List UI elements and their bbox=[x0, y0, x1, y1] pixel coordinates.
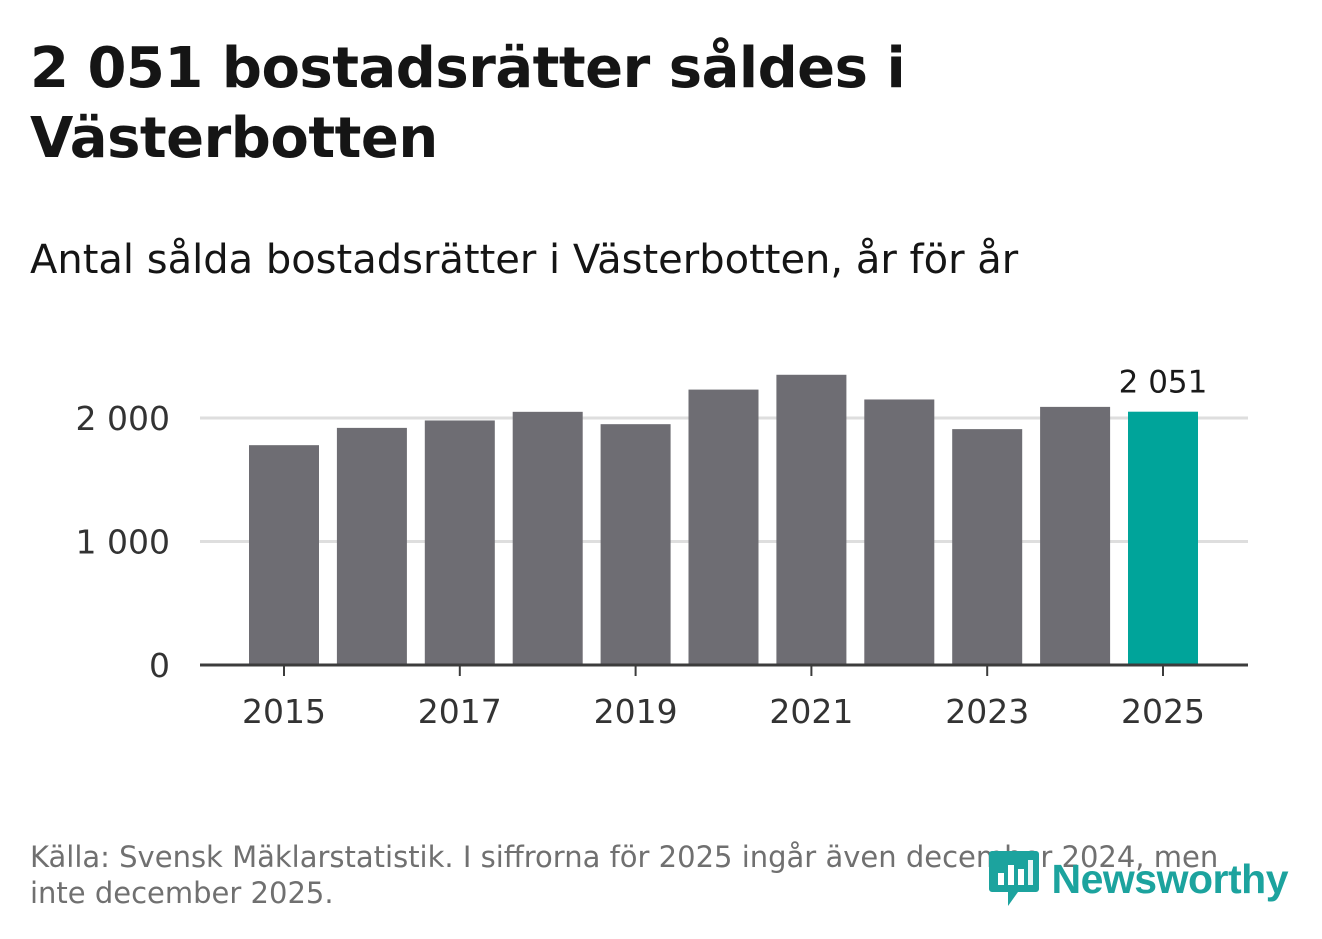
y-tick-label: 0 bbox=[149, 646, 170, 685]
chart-title: 2 051 bostadsrätter såldes i Västerbotte… bbox=[30, 36, 906, 171]
x-axis bbox=[200, 663, 1248, 676]
bar bbox=[1040, 406, 1111, 665]
data-label-2025: 2 051 bbox=[1119, 365, 1208, 401]
bar bbox=[512, 411, 583, 665]
bar bbox=[952, 429, 1023, 665]
y-tick-label: 1 000 bbox=[76, 523, 170, 562]
bar-chart: 0 1 000 2 000 2015 2017 2019 2021 2023 2025 2 0… bbox=[76, 365, 1248, 731]
y-tick-label: 2 000 bbox=[76, 399, 170, 438]
x-tick-label: 2025 bbox=[1121, 692, 1205, 731]
y-axis-labels: 0 1 000 2 000 bbox=[76, 399, 170, 685]
x-tick-label: 2021 bbox=[769, 692, 853, 731]
x-tick-label: 2019 bbox=[594, 692, 678, 731]
bar bbox=[688, 389, 759, 665]
x-axis-labels: 2015 2017 2019 2021 2023 2025 bbox=[242, 692, 1205, 731]
x-tick-label: 2017 bbox=[418, 692, 502, 731]
newsworthy-logo: Newsworthy bbox=[988, 849, 1289, 909]
x-tick-label: 2015 bbox=[242, 692, 326, 731]
bar-highlight bbox=[1128, 411, 1198, 665]
newsworthy-logo-icon bbox=[988, 851, 1039, 906]
bar bbox=[776, 374, 847, 665]
bar bbox=[336, 427, 407, 665]
bars bbox=[249, 374, 1198, 665]
chart-subtitle: Antal sålda bostadsrätter i Västerbotten… bbox=[30, 237, 1019, 283]
bar bbox=[424, 420, 495, 665]
bar bbox=[249, 445, 319, 665]
bar bbox=[600, 424, 671, 665]
x-tick-label: 2023 bbox=[945, 692, 1029, 731]
annotations: 2 051 bbox=[1119, 365, 1208, 401]
logo-wordmark: Newsworthy bbox=[1051, 855, 1289, 902]
bar bbox=[864, 399, 935, 665]
